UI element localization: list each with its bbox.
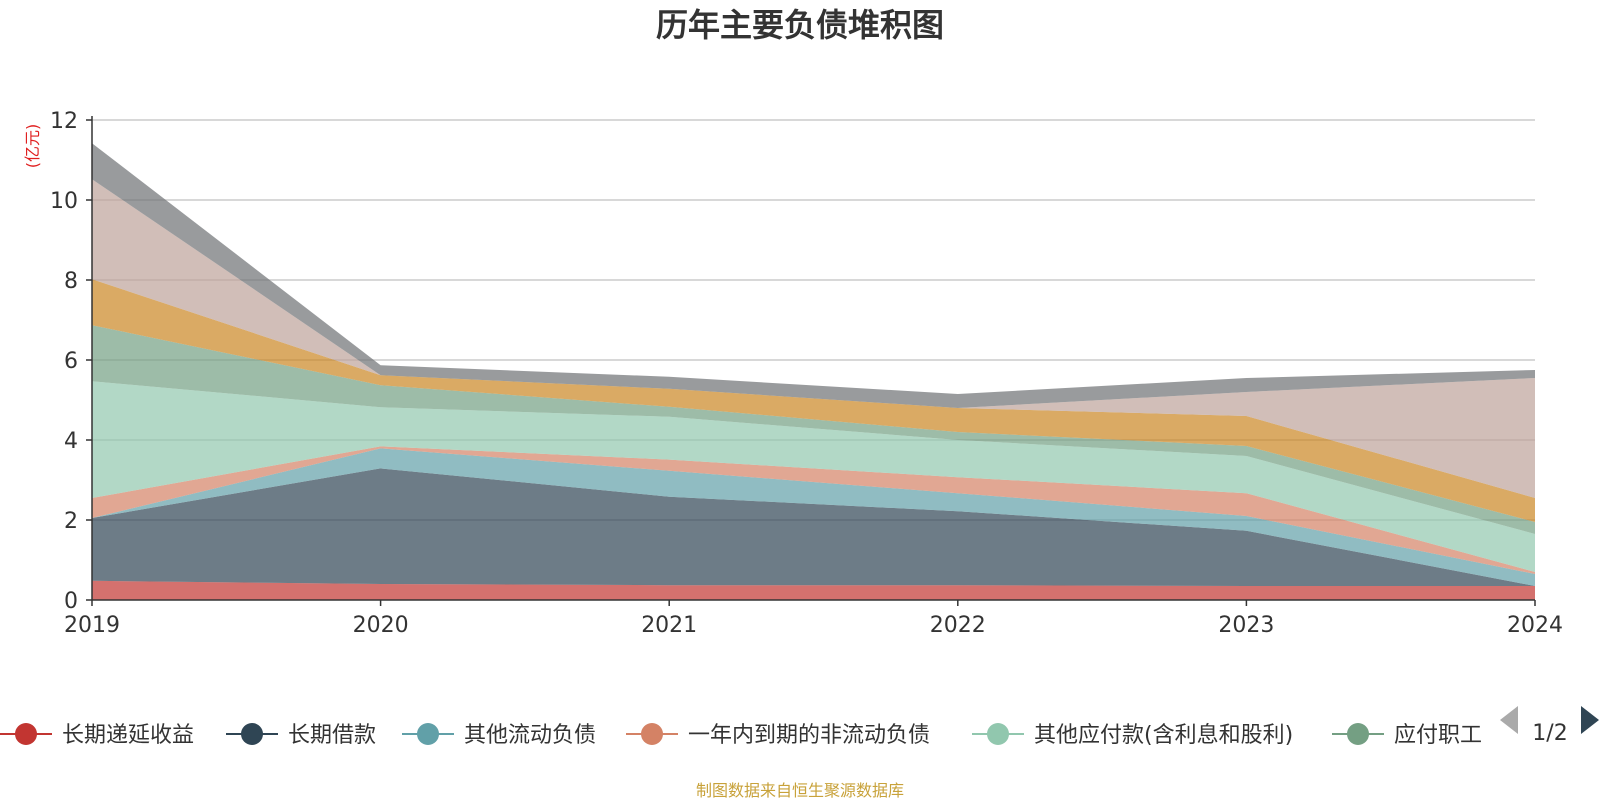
legend-label: 长期递延收益 [62, 723, 194, 748]
legend-pager: 1/2 [1500, 706, 1599, 746]
legend-circle-icon [417, 723, 439, 745]
legend-circle-icon [641, 723, 663, 745]
area-series-9[interactable] [92, 143, 1535, 408]
x-tick-label: 2022 [930, 613, 986, 638]
y-axis-unit-label: (亿元) [23, 124, 42, 169]
legend-label: 长期借款 [288, 723, 376, 748]
y-tick-label: 2 [64, 509, 78, 534]
area-series-3[interactable] [92, 448, 1535, 586]
legend-label: 一年内到期的非流动负债 [688, 723, 930, 748]
x-tick-label: 2024 [1507, 613, 1563, 638]
x-tick-label: 2021 [641, 613, 697, 638]
legend-item[interactable]: 应付职工 [1332, 723, 1482, 748]
legend-prev-page-icon[interactable] [1500, 706, 1518, 734]
y-tick-label: 6 [64, 349, 78, 374]
axes: 0 2 4 6 8 10 12 2019 2020 2021 2022 2023 2024 [50, 109, 1563, 638]
y-tick-label: 10 [50, 189, 78, 214]
x-tick-label: 2023 [1218, 613, 1274, 638]
legend-label: 其他流动负债 [464, 723, 596, 748]
legend-circle-icon [987, 723, 1009, 745]
area-series-7[interactable] [92, 279, 1535, 522]
area-series-2[interactable] [92, 468, 1535, 586]
area-series-4[interactable] [92, 446, 1535, 574]
legend-circle-icon [15, 723, 37, 745]
legend-circle-icon [1347, 723, 1369, 745]
chart-title: 历年主要负债堆积图 [656, 6, 944, 44]
legend-label: 应付职工 [1394, 723, 1482, 748]
y-tick-label: 8 [64, 269, 78, 294]
y-tick-label: 0 [64, 589, 78, 614]
legend-item[interactable]: 长期借款 [226, 723, 376, 748]
area-series-layer [92, 143, 1535, 600]
legend-label: 其他应付款(含利息和股利) [1034, 723, 1293, 748]
legend-item[interactable]: 其他流动负债 [402, 723, 596, 748]
legend-item[interactable]: 其他应付款(含利息和股利) [972, 723, 1293, 748]
y-tick-label: 12 [50, 109, 78, 134]
x-tick-label: 2020 [353, 613, 409, 638]
legend-circle-icon [241, 723, 263, 745]
legend-item[interactable]: 长期递延收益 [0, 723, 194, 748]
area-series-5[interactable] [92, 381, 1535, 572]
source-note: 制图数据来自恒生聚源数据库 [696, 781, 904, 800]
legend-next-page-icon[interactable] [1581, 706, 1599, 734]
legend-item[interactable]: 一年内到期的非流动负债 [626, 723, 930, 748]
area-series-1[interactable] [92, 580, 1535, 600]
y-tick-label: 4 [64, 429, 78, 454]
legend-page-indicator: 1/2 [1532, 721, 1567, 746]
legend: 长期递延收益 长期借款 其他流动负债 一年内到期的非流动负债 其他应付款(含利息和股利)… [0, 723, 1482, 748]
x-tick-label: 2019 [64, 613, 120, 638]
